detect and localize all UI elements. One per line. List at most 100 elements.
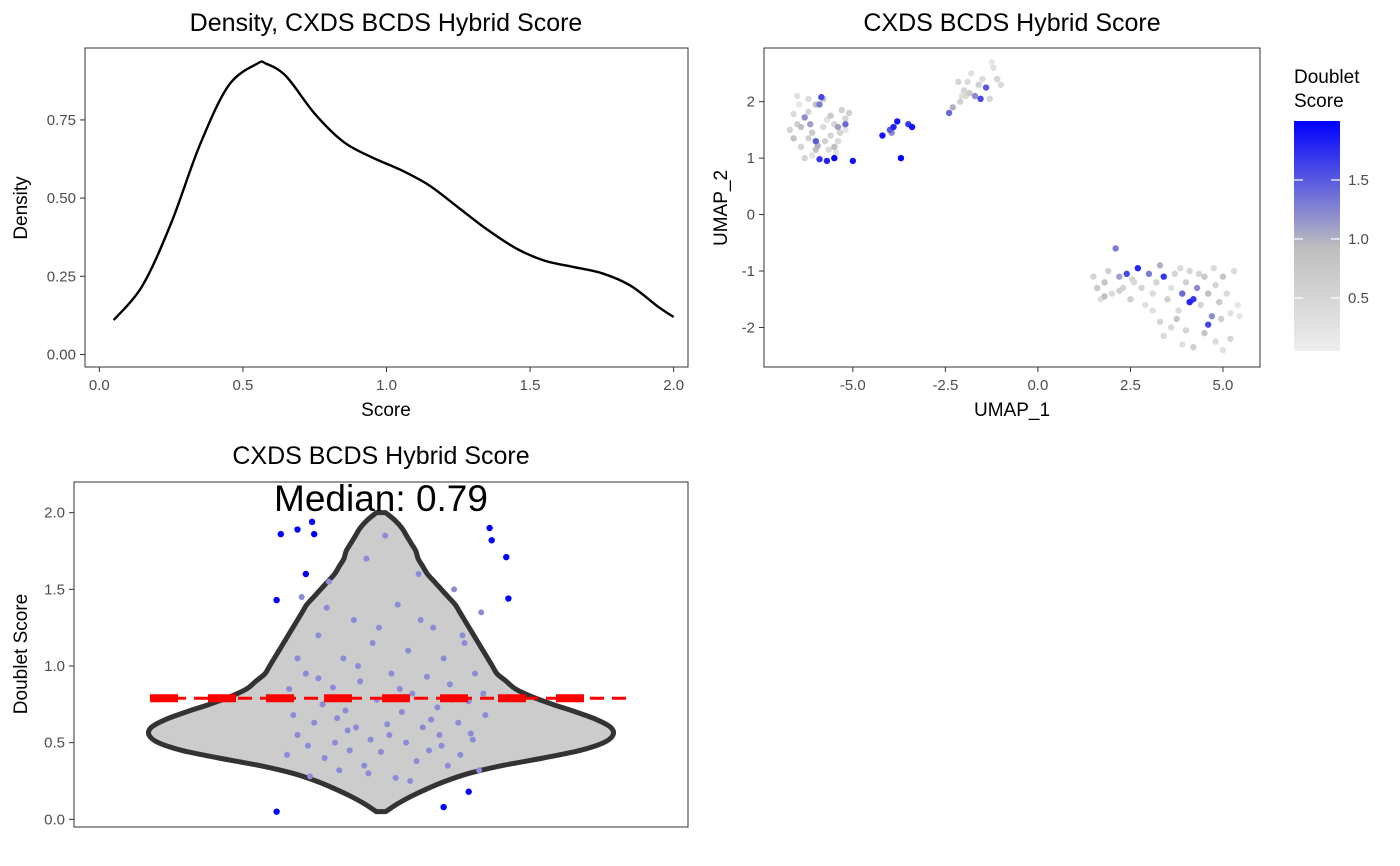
umap-point <box>827 132 834 139</box>
umap-point <box>820 123 827 131</box>
violin-point <box>334 715 341 722</box>
violin-point <box>367 736 374 743</box>
violin-point <box>319 701 326 708</box>
umap-point <box>838 106 845 114</box>
violin-point <box>426 747 433 754</box>
umap-point <box>1142 301 1149 309</box>
colorbar-tick-label: 1.5 <box>1348 172 1369 189</box>
umap-point <box>801 154 808 162</box>
violin-point <box>361 762 368 769</box>
violin-point <box>375 624 382 631</box>
umap-point <box>949 104 956 111</box>
umap-point <box>1201 273 1208 280</box>
umap-point <box>1112 245 1119 252</box>
umap-point <box>797 123 805 131</box>
umap-point <box>797 143 805 151</box>
violin-point <box>357 678 364 685</box>
violin-outlier-point <box>488 537 495 544</box>
violin-y-tick-label: 1.5 <box>44 581 65 598</box>
violin-point <box>321 755 328 761</box>
umap-point <box>1160 332 1167 340</box>
umap-y-tick-label: -1 <box>742 263 755 280</box>
density-y-tick-label: 0.25 <box>47 268 76 285</box>
umap-point <box>842 115 849 122</box>
violin-point <box>325 578 332 585</box>
density-chart: Density, CXDS BCDS Hybrid Score 0.0 0.5 1.… <box>11 9 689 421</box>
violin-point <box>392 774 399 781</box>
umap-point <box>908 123 916 131</box>
violin-outlier-point <box>273 596 280 604</box>
violin-point <box>455 719 462 726</box>
violin-point <box>342 707 349 714</box>
umap-point <box>955 78 962 86</box>
umap-x-ticks: -5.0 -2.5 0.0 2.5 5.0 <box>840 367 1233 394</box>
umap-point <box>816 101 823 108</box>
violin-point <box>407 778 414 784</box>
violin-point <box>440 655 447 662</box>
violin-y-ticks: 0.0 0.5 1.0 1.5 2.0 <box>44 505 74 828</box>
density-x-label: Score <box>361 400 411 421</box>
violin-point <box>388 670 395 677</box>
violin-outlier-point <box>505 595 512 602</box>
density-x-ticks: 0.0 0.5 1.0 1.5 2.0 <box>89 367 684 394</box>
umap-point <box>1134 264 1142 272</box>
umap-point <box>945 109 953 117</box>
umap-point <box>1186 298 1193 306</box>
violin-point <box>405 647 412 654</box>
density-chart-title: Density, CXDS BCDS Hybrid Score <box>190 9 583 37</box>
umap-point <box>1201 329 1208 337</box>
violin-point <box>446 681 453 688</box>
violin-outlier-point <box>310 530 318 538</box>
umap-point <box>1208 312 1216 320</box>
density-x-tick-label: 2.0 <box>663 377 684 394</box>
umap-point <box>1227 310 1234 317</box>
umap-point <box>808 129 816 136</box>
colorbar <box>1294 121 1340 351</box>
umap-point <box>836 129 844 136</box>
umap-point <box>827 112 834 119</box>
umap-x-tick-label: -2.5 <box>932 377 958 394</box>
violin-outlier-point <box>302 570 310 578</box>
median-annotation: Median: 0.79 <box>274 478 488 519</box>
umap-point <box>1227 335 1234 342</box>
density-curve <box>112 60 675 321</box>
umap-point <box>897 154 905 162</box>
violin-point <box>386 732 393 738</box>
umap-point <box>968 70 975 77</box>
umap-point <box>831 154 838 162</box>
umap-point <box>1212 338 1219 345</box>
umap-point <box>997 81 1005 88</box>
umap-point <box>1156 318 1164 326</box>
umap-point <box>1186 267 1193 275</box>
umap-point <box>894 118 901 125</box>
violin-point <box>336 767 343 774</box>
violin-point <box>286 686 293 692</box>
density-y-ticks: 0.00 0.25 0.50 0.75 <box>47 112 85 363</box>
violin-point <box>417 617 424 623</box>
umap-point <box>879 132 886 139</box>
umap-point <box>1149 290 1156 297</box>
umap-point <box>834 123 842 131</box>
umap-point <box>1167 324 1175 331</box>
violin-point <box>415 571 422 577</box>
violin-point <box>398 709 405 715</box>
violin-point <box>413 758 420 765</box>
umap-point <box>975 81 982 88</box>
violin-point <box>369 640 376 646</box>
violin-point <box>355 663 362 669</box>
violin-y-tick-label: 0.0 <box>44 811 65 828</box>
umap-point <box>960 87 968 94</box>
umap-point <box>966 89 973 97</box>
umap-point <box>1177 264 1184 272</box>
violin-point <box>436 732 443 738</box>
violin-point <box>340 655 347 662</box>
umap-point <box>988 58 995 66</box>
umap-x-tick-label: 0.0 <box>1027 377 1048 394</box>
violin-point <box>290 712 297 719</box>
violin-point <box>469 736 476 743</box>
violin-outlier-point <box>273 808 280 815</box>
violin-point <box>315 632 322 639</box>
violin-point <box>457 751 464 758</box>
umap-point <box>1090 273 1097 280</box>
umap-y-tick-label: 2 <box>747 94 755 111</box>
